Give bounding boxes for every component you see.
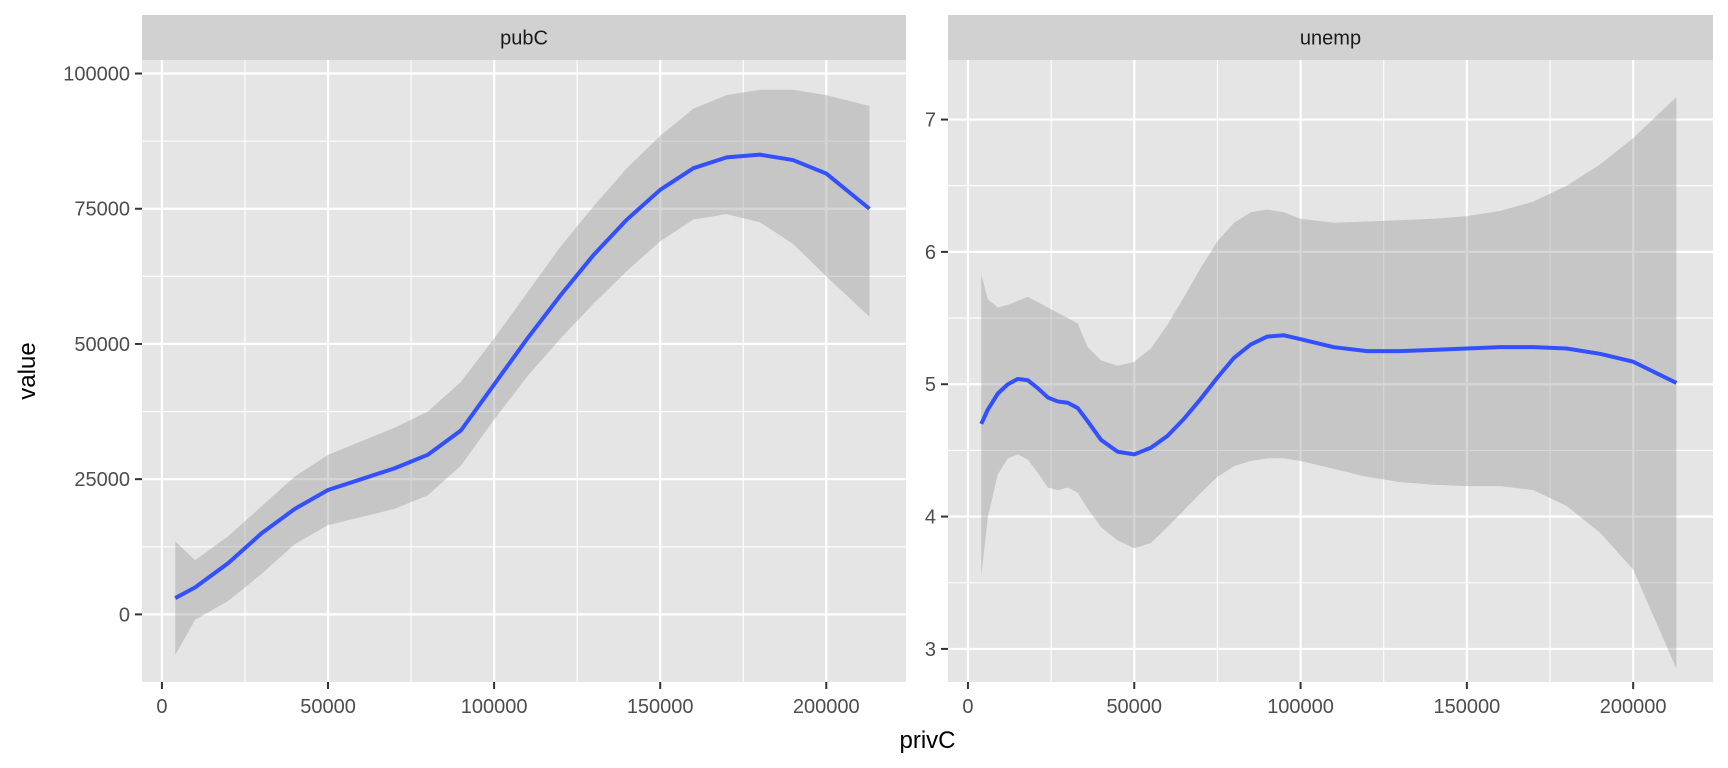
y-tick-label: 7 <box>925 110 936 132</box>
x-tick-label: 200000 <box>1600 696 1667 718</box>
x-tick-label: 50000 <box>1106 696 1162 718</box>
facet-strip-label: unemp <box>1300 28 1361 50</box>
y-axis-title: value <box>14 342 41 399</box>
x-tick-label: 0 <box>962 696 973 718</box>
y-tick-label: 6 <box>925 242 936 264</box>
x-tick-label: 100000 <box>1267 696 1334 718</box>
y-tick-label: 100000 <box>63 64 130 86</box>
facet-panel-unemp: unemp 0 50000 100000 150000 200000 3 4 5 6 7 <box>925 15 1713 718</box>
y-tick-label: 75000 <box>74 199 130 221</box>
y-tick-label: 5 <box>925 374 936 396</box>
x-tick-label: 150000 <box>627 696 694 718</box>
y-tick-label: 50000 <box>74 334 130 356</box>
y-tick-label: 0 <box>119 604 130 626</box>
facet-panel-pubc: pubC 0 50000 100000 150000 200000 0 25000 50000 7… <box>63 15 906 718</box>
y-tick-label: 4 <box>925 507 936 529</box>
panel-background <box>142 60 906 682</box>
confidence-ribbon <box>981 97 1677 669</box>
x-tick-label: 200000 <box>793 696 860 718</box>
panel-background <box>948 60 1713 682</box>
x-tick-label: 100000 <box>461 696 528 718</box>
x-tick-label: 0 <box>156 696 167 718</box>
y-tick-label: 25000 <box>74 469 130 491</box>
facet-strip-label: pubC <box>500 28 548 50</box>
facet-strip <box>142 15 906 60</box>
confidence-ribbon <box>175 89 870 655</box>
x-axis-title: privC <box>899 727 955 754</box>
y-tick-label: 3 <box>925 639 936 661</box>
x-tick-label: 150000 <box>1433 696 1500 718</box>
smooth-fit-line <box>174 152 871 600</box>
x-tick-label: 50000 <box>300 696 356 718</box>
facet-strip <box>948 15 1713 60</box>
smooth-fit-line <box>979 333 1678 457</box>
